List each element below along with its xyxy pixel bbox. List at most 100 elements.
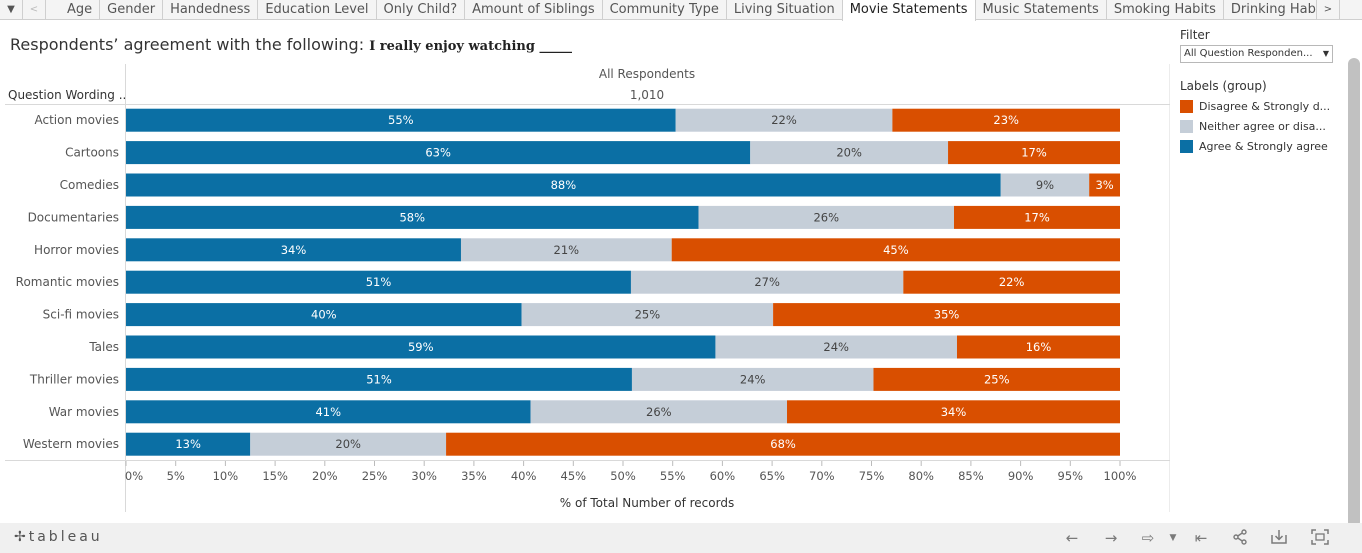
bar-segment[interactable] bbox=[126, 108, 676, 132]
filter-dropdown[interactable]: All Question Responden... ▼ bbox=[1180, 45, 1333, 63]
x-tick-label: 80% bbox=[908, 469, 934, 483]
share-icon[interactable] bbox=[1230, 529, 1250, 549]
bar-value-label: 17% bbox=[1021, 146, 1047, 160]
bar-segment[interactable] bbox=[630, 270, 904, 294]
vertical-scrollbar[interactable] bbox=[1348, 58, 1360, 528]
tab-handedness[interactable]: Handedness bbox=[163, 0, 259, 19]
bar-segment[interactable] bbox=[954, 205, 1120, 229]
bar-segment[interactable] bbox=[250, 432, 447, 456]
bar-value-label: 51% bbox=[366, 372, 392, 386]
tab-smoking-habits[interactable]: Smoking Habits bbox=[1107, 0, 1224, 19]
bar-segment[interactable] bbox=[126, 205, 699, 229]
download-icon[interactable] bbox=[1269, 529, 1289, 549]
bar-segment[interactable] bbox=[903, 270, 1120, 294]
bar-segment[interactable] bbox=[126, 400, 531, 424]
bar-segment[interactable] bbox=[126, 303, 522, 327]
bar-segment[interactable] bbox=[956, 335, 1120, 359]
legend-swatch bbox=[1180, 120, 1193, 133]
row-header[interactable]: Question Wording .. bbox=[8, 88, 126, 102]
bar-value-label: 16% bbox=[1026, 340, 1052, 354]
legend-label: Disagree & Strongly d... bbox=[1199, 100, 1331, 113]
tab-movie-statements[interactable]: Movie Statements bbox=[841, 0, 976, 21]
bar-segment[interactable] bbox=[750, 141, 949, 165]
tab-list: Age Gender Handedness Education Level Only C… bbox=[60, 0, 1340, 21]
revert-menu-arrow-icon[interactable]: ▼ bbox=[1169, 533, 1177, 543]
revert-icon[interactable]: ⇨ bbox=[1141, 529, 1155, 547]
bar-segment[interactable] bbox=[873, 367, 1120, 391]
bar-segment[interactable] bbox=[671, 238, 1120, 262]
category-label: Sci-fi movies bbox=[43, 308, 119, 322]
fullscreen-icon[interactable] bbox=[1310, 529, 1330, 549]
legend-item[interactable]: Disagree & Strongly d... bbox=[1180, 100, 1350, 113]
category-label: War movies bbox=[49, 405, 119, 419]
bar-segment[interactable] bbox=[126, 270, 631, 294]
x-tick-label: 70% bbox=[809, 469, 835, 483]
category-label: Romantic movies bbox=[16, 275, 119, 289]
tab-next-icon[interactable]: > bbox=[1316, 0, 1340, 19]
category-label: Action movies bbox=[35, 113, 120, 127]
bar-segment[interactable] bbox=[1000, 173, 1090, 197]
bar-segment[interactable] bbox=[126, 238, 461, 262]
bar-value-label: 45% bbox=[883, 243, 909, 257]
bar-segment[interactable] bbox=[715, 335, 957, 359]
tab-bar: ▼ < Age Gender Handedness Education Level On… bbox=[0, 0, 1362, 21]
bar-segment[interactable] bbox=[948, 141, 1120, 165]
bar-segment[interactable] bbox=[892, 108, 1120, 132]
bar-segment[interactable] bbox=[1089, 173, 1120, 197]
bar-segment[interactable] bbox=[773, 303, 1120, 327]
tab-only-child[interactable]: Only Child? bbox=[377, 0, 466, 19]
bar-value-label: 26% bbox=[646, 405, 672, 419]
x-tick-label: 95% bbox=[1058, 469, 1084, 483]
tab-education-level[interactable]: Education Level bbox=[258, 0, 377, 19]
x-tick-label: 30% bbox=[411, 469, 437, 483]
tableau-logo[interactable]: ✢tableau bbox=[14, 529, 103, 545]
x-tick-label: 100% bbox=[1104, 469, 1137, 483]
bar-segment[interactable] bbox=[460, 238, 672, 262]
legend-swatch bbox=[1180, 100, 1193, 113]
category-label: Documentaries bbox=[28, 210, 119, 224]
bar-segment[interactable] bbox=[675, 108, 893, 132]
tableau-logo-text: tableau bbox=[28, 529, 103, 545]
tab-age[interactable]: Age bbox=[60, 0, 101, 19]
reset-icon[interactable]: ⇤ bbox=[1194, 529, 1208, 547]
x-tick-label: 35% bbox=[461, 469, 487, 483]
footer-toolbar: ✢tableau ← → ⇨ ▼ ⇤ bbox=[0, 523, 1362, 553]
tab-amount-of-siblings[interactable]: Amount of Siblings bbox=[465, 0, 603, 19]
tab-music-statements[interactable]: Music Statements bbox=[976, 0, 1107, 19]
undo-icon[interactable]: ← bbox=[1065, 529, 1079, 547]
bar-value-label: 34% bbox=[941, 405, 967, 419]
tab-menu-arrow-icon[interactable]: ▼ bbox=[0, 0, 23, 19]
bar-value-label: 59% bbox=[408, 340, 434, 354]
x-tick-label: 45% bbox=[561, 469, 587, 483]
bar-segment[interactable] bbox=[126, 335, 716, 359]
category-label: Western movies bbox=[23, 437, 119, 451]
legend-item[interactable]: Agree & Strongly agree bbox=[1180, 140, 1350, 153]
bar-segment[interactable] bbox=[787, 400, 1120, 424]
bar-segment[interactable] bbox=[446, 432, 1120, 456]
x-tick-label: 50% bbox=[610, 469, 636, 483]
bar-segment[interactable] bbox=[521, 303, 774, 327]
column-count: 1,010 bbox=[630, 88, 664, 102]
bar-value-label: 23% bbox=[993, 113, 1019, 127]
tab-community-type[interactable]: Community Type bbox=[603, 0, 727, 19]
bar-value-label: 24% bbox=[823, 340, 849, 354]
bar-value-label: 26% bbox=[813, 210, 839, 224]
bar-value-label: 3% bbox=[1095, 178, 1113, 192]
legend-item[interactable]: Neither agree or disa... bbox=[1180, 120, 1350, 133]
bar-segment[interactable] bbox=[126, 432, 251, 456]
bar-value-label: 22% bbox=[771, 113, 797, 127]
bar-segment[interactable] bbox=[631, 367, 874, 391]
bar-segment[interactable] bbox=[126, 173, 1001, 197]
bar-value-label: 35% bbox=[934, 308, 960, 322]
bar-segment[interactable] bbox=[126, 141, 751, 165]
x-tick-label: 85% bbox=[958, 469, 984, 483]
bar-segment[interactable] bbox=[530, 400, 788, 424]
bar-segment[interactable] bbox=[698, 205, 955, 229]
bar-segment[interactable] bbox=[126, 367, 632, 391]
bar-value-label: 17% bbox=[1024, 210, 1050, 224]
tab-gender[interactable]: Gender bbox=[100, 0, 164, 19]
filter-value: All Question Responden... bbox=[1184, 48, 1313, 59]
category-label: Thriller movies bbox=[29, 372, 119, 386]
redo-icon[interactable]: → bbox=[1104, 529, 1118, 547]
tab-prev-icon[interactable]: < bbox=[23, 0, 46, 19]
